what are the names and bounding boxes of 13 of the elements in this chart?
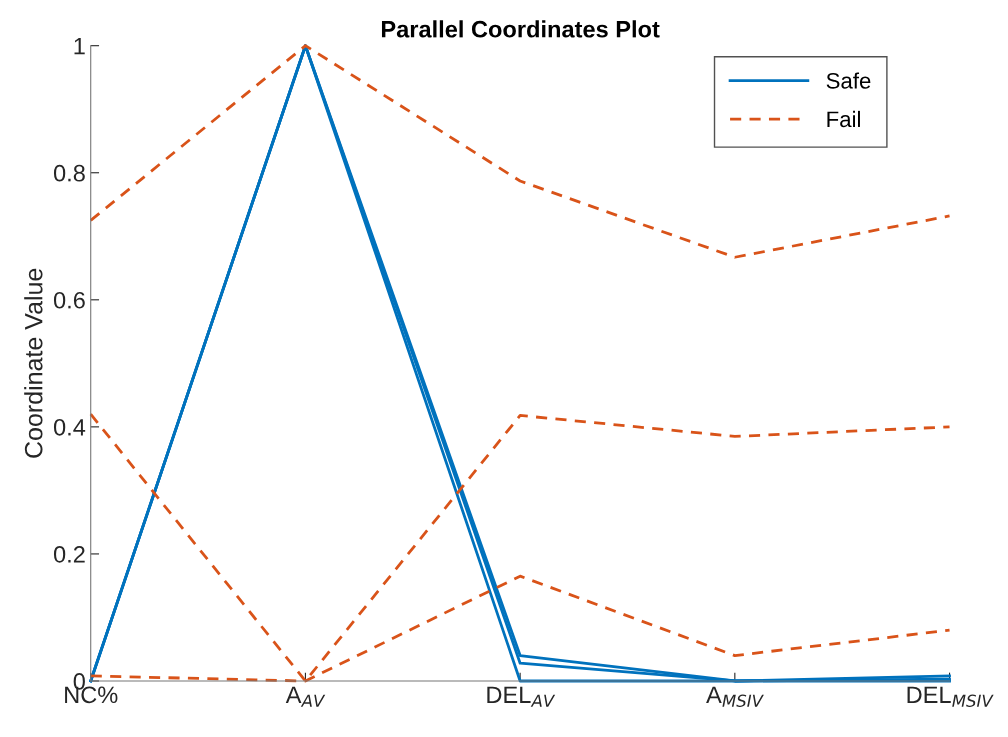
y-tick-label: 0.4 (53, 418, 86, 436)
legend-label: Fail (827, 110, 860, 128)
x-tick-label: DEL$_{MSIV}$ (907, 686, 994, 708)
y-axis-title: Coordinate Value (24, 268, 43, 458)
x-tick-label: DEL$_{AV}$ (487, 686, 556, 707)
chart-title: Parallel Coordinates Plot (381, 20, 660, 38)
legend-label: Safe (826, 72, 871, 89)
x-tick-label: A$_{MSIV}$ (706, 686, 764, 708)
y-tick-label: 0.2 (53, 546, 85, 563)
y-tick-label: 1 (74, 38, 85, 55)
y-tick-label: 0.6 (53, 291, 85, 309)
y-tick-label: 0.8 (53, 164, 85, 182)
x-tick-label: A$_{AV}$ (285, 686, 326, 707)
